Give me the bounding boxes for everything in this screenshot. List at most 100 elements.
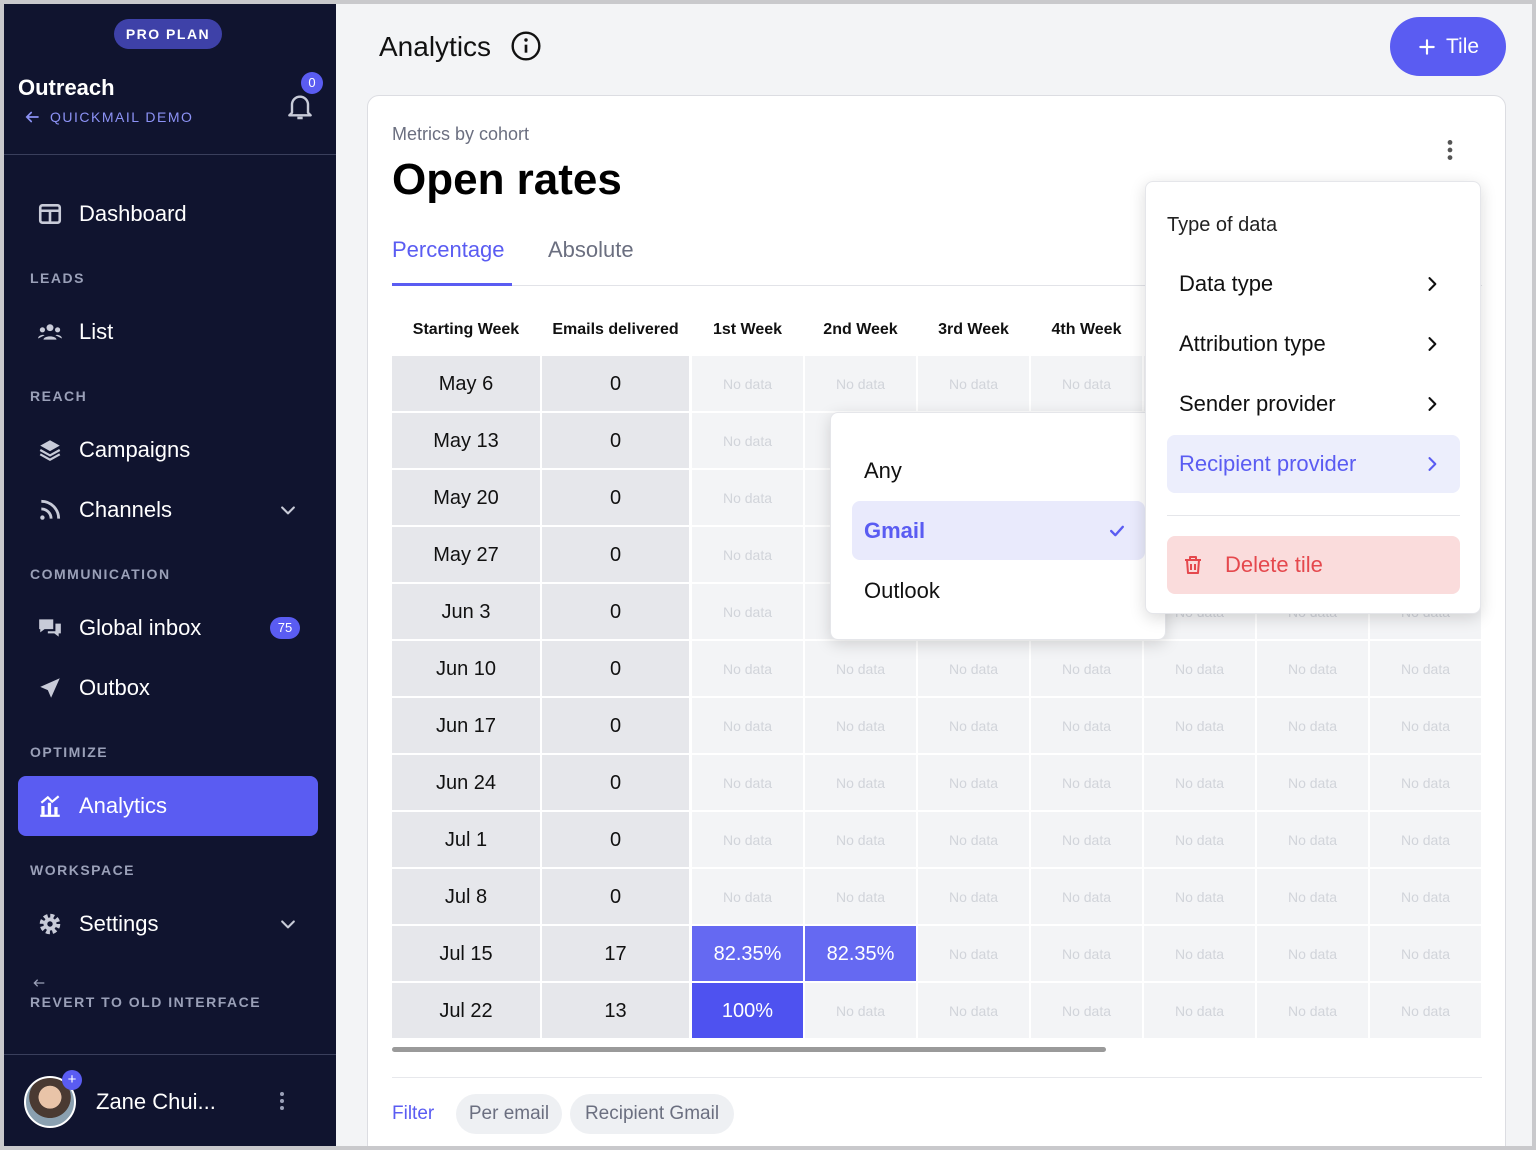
menu-chevron-part	[1428, 397, 1437, 411]
menu-chevron-part	[1428, 277, 1437, 291]
cell-value: No data	[835, 1003, 886, 1019]
tab[interactable]: Absolute	[548, 237, 634, 262]
filter-chip[interactable]: Per email	[456, 1094, 562, 1134]
cell-value: No data	[1400, 832, 1451, 848]
avatar-add[interactable]: +	[62, 1070, 82, 1090]
table-cell: 0	[542, 527, 689, 582]
table-cell: 0	[542, 584, 689, 639]
table-cell: No data	[805, 641, 916, 696]
sidebar: PRO PLAN Outreach QUICKMAIL DEMO 0 Dashboard…	[4, 4, 336, 1146]
nav-item[interactable]: Outbox	[18, 658, 318, 718]
cell-value: No data	[948, 1003, 999, 1019]
cell-value: 100%	[721, 1000, 774, 1022]
trash-icon-part	[1185, 556, 1201, 574]
table-cell: No data	[1257, 983, 1368, 1038]
table-cell: May 6	[392, 356, 540, 411]
table-cell: No data	[1370, 641, 1481, 696]
filter-chip-label: Per email	[468, 1103, 550, 1124]
tab[interactable]: Percentage	[392, 237, 505, 262]
menu-item[interactable]: Recipient provider	[1167, 435, 1460, 493]
table-cell: No data	[1031, 983, 1142, 1038]
cell-value: No data	[948, 889, 999, 905]
submenu-option[interactable]: Gmail	[852, 501, 1145, 560]
table-cell: No data	[918, 812, 1029, 867]
nav-icon	[40, 499, 61, 520]
column-header: 4th Week	[1051, 321, 1122, 338]
filter-label[interactable]: Filter	[392, 1103, 435, 1124]
bell	[288, 95, 312, 120]
cell-value: No data	[835, 775, 886, 791]
table-cell: No data	[692, 641, 803, 696]
cell-value: No data	[1400, 946, 1451, 962]
table-cell: May 13	[392, 413, 540, 468]
add-tile-button[interactable]: Tile	[1390, 17, 1506, 76]
table-cell: No data	[1370, 983, 1481, 1038]
cell-value: No data	[1061, 661, 1112, 677]
menu-chevron-part	[1428, 337, 1437, 351]
table-cell: No data	[1031, 926, 1142, 981]
user-menu-part	[280, 1099, 284, 1103]
nav-item[interactable]: Campaigns	[18, 420, 318, 480]
nav-icon	[39, 440, 61, 461]
nav-icon-part	[39, 449, 61, 461]
nav-item[interactable]: Channels	[18, 480, 318, 540]
table-cell: No data	[1031, 698, 1142, 753]
notification-badge: 0	[301, 72, 323, 94]
nav-label: Dashboard	[79, 201, 187, 226]
submenu-option[interactable]: Any	[852, 441, 1145, 500]
table-cell: No data	[918, 869, 1029, 924]
nav-icon-part	[38, 204, 62, 224]
workspace-name[interactable]: QUICKMAIL DEMO	[50, 109, 194, 125]
nav-item[interactable]: Dashboard	[18, 184, 318, 244]
cell-value: No data	[1287, 889, 1338, 905]
cell-value: 0	[609, 373, 622, 395]
nav-item[interactable]: Analytics	[18, 776, 318, 836]
cell-value: No data	[1287, 661, 1338, 677]
cell-value: 17	[604, 943, 627, 965]
user-menu-part	[280, 1092, 284, 1096]
table-cell: May 27	[392, 527, 540, 582]
table-cell: No data	[1031, 812, 1142, 867]
menu-item[interactable]: Data type	[1167, 255, 1460, 313]
info-icon-part	[511, 31, 541, 61]
nav-icon	[40, 795, 60, 817]
cell-value: No data	[1174, 1003, 1225, 1019]
footer-divider	[392, 1077, 1482, 1078]
menu-item[interactable]: Attribution type	[1167, 315, 1460, 373]
cell-value: Jul 1	[444, 829, 488, 851]
table-cell: No data	[1144, 869, 1255, 924]
submenu-option[interactable]: Outlook	[852, 561, 1145, 620]
nav-icon-part	[46, 324, 54, 332]
check-icon	[1110, 525, 1124, 537]
nav-icon-part	[40, 678, 60, 698]
table-cell: No data	[918, 926, 1029, 981]
nav-item[interactable]: List	[18, 302, 318, 362]
revert-link[interactable]: REVERT TO OLD INTERFACE	[30, 994, 262, 1010]
nav-item[interactable]: Settings	[18, 894, 318, 954]
tile-options-part	[1447, 155, 1453, 160]
nav-icon-part	[40, 440, 60, 452]
nav-item[interactable]: Global inbox 75	[18, 598, 318, 658]
cell-value: 13	[604, 1000, 627, 1022]
cell-value: No data	[722, 376, 773, 392]
nav-icon-part	[54, 327, 61, 333]
menu-item[interactable]: Sender provider	[1167, 375, 1460, 433]
nav-heading: WORKSPACE	[30, 862, 136, 878]
menu-item-label: Recipient provider	[1179, 451, 1357, 476]
cell-value: No data	[722, 604, 773, 620]
table-cell: No data	[1370, 869, 1481, 924]
table-cell: Jul 8	[392, 869, 540, 924]
back-arrow	[25, 111, 39, 123]
nav-icon-part	[54, 807, 58, 815]
nav-label: Channels	[79, 497, 172, 522]
delete-tile[interactable]: Delete tile	[1167, 536, 1460, 594]
nav-icon	[38, 204, 62, 224]
filter-chip[interactable]: Recipient Gmail	[570, 1094, 734, 1134]
cell-value: No data	[1287, 775, 1338, 791]
table-cell: No data	[1144, 983, 1255, 1038]
option-label: Any	[864, 458, 902, 483]
cell-value: 0	[609, 487, 622, 509]
table-cell: No data	[692, 413, 803, 468]
nav-chevron-part	[281, 506, 295, 515]
table-cell: No data	[1144, 698, 1255, 753]
